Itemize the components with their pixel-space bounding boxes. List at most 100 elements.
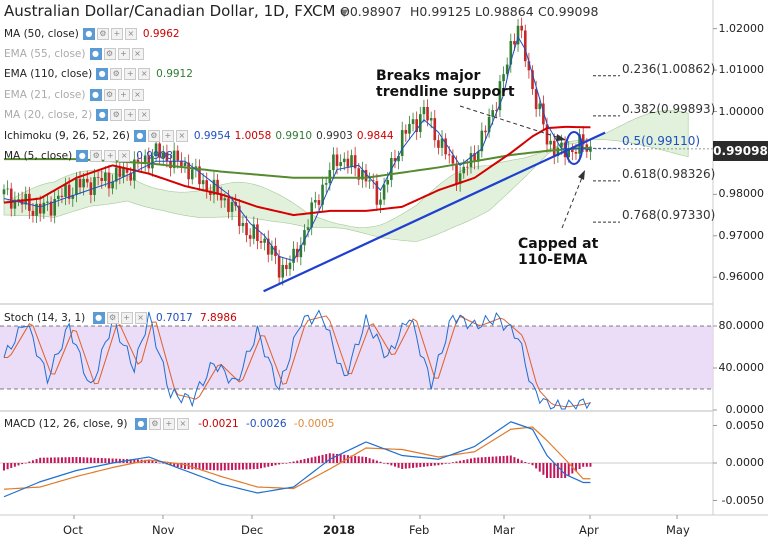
macd-histogram-bar xyxy=(71,457,74,463)
indicator-controls[interactable]: ● ⚙ + × xyxy=(96,68,152,80)
candle-body xyxy=(513,41,516,45)
macd-histogram-bar xyxy=(412,463,415,468)
eye-icon[interactable]: ● xyxy=(96,68,109,80)
gear-icon[interactable]: ⚙ xyxy=(103,89,116,101)
gear-icon[interactable]: ⚙ xyxy=(96,28,109,40)
candle-body xyxy=(67,184,71,199)
candle-body xyxy=(165,152,169,162)
close-icon[interactable]: × xyxy=(131,48,144,60)
candle-body xyxy=(408,123,411,134)
macd-histogram-bar xyxy=(299,459,302,463)
gear-icon[interactable]: ⚙ xyxy=(103,48,116,60)
eye-icon[interactable]: ● xyxy=(133,130,146,142)
gear-icon[interactable]: ⚙ xyxy=(148,418,161,430)
add-icon[interactable]: + xyxy=(161,130,174,142)
eye-icon[interactable]: ● xyxy=(96,109,109,121)
macd-histogram-bar xyxy=(556,463,559,478)
macd-histogram-bar xyxy=(433,463,436,466)
add-icon[interactable]: + xyxy=(162,418,175,430)
indicator-controls[interactable]: ● ⚙ + × xyxy=(96,109,152,121)
eye-icon[interactable]: ● xyxy=(134,418,147,430)
price-tick-label: 0.97000 xyxy=(718,228,765,242)
candle-body xyxy=(393,157,397,162)
candle-body xyxy=(314,200,317,203)
macd-histogram-bar xyxy=(582,463,585,467)
macd-histogram-bar xyxy=(270,463,273,466)
indicator-controls[interactable]: ● ⚙ + × xyxy=(89,48,146,60)
chevron-down-icon[interactable]: ▼ xyxy=(340,8,348,19)
indicator-controls[interactable]: ● ⚙ + × xyxy=(76,150,132,162)
macd-histogram-bar xyxy=(278,463,281,465)
macd-tick-label: -0.0050 xyxy=(721,493,764,507)
eye-icon[interactable]: ● xyxy=(89,89,102,101)
close-icon[interactable]: × xyxy=(176,418,189,430)
close-icon[interactable]: × xyxy=(175,130,188,142)
close-icon[interactable]: × xyxy=(138,68,151,80)
gear-icon[interactable]: ⚙ xyxy=(110,109,123,121)
price-tick-label: 1.01000 xyxy=(718,63,765,77)
gear-icon[interactable]: ⚙ xyxy=(110,68,123,80)
indicator-value: 0.9903 xyxy=(316,130,353,142)
add-icon[interactable]: + xyxy=(117,48,130,60)
candle-body xyxy=(190,169,194,180)
macd-controls[interactable]: ● ⚙ + × xyxy=(134,418,191,430)
macd-histogram-bar xyxy=(549,463,552,478)
add-icon[interactable]: + xyxy=(110,28,123,40)
candle-body xyxy=(60,195,64,197)
macd-histogram-bar xyxy=(285,463,288,464)
add-icon[interactable]: + xyxy=(117,89,130,101)
macd-tick-label: 0.0050 xyxy=(725,418,765,432)
stoch-controls[interactable]: ● ⚙ + × xyxy=(92,312,149,324)
gear-icon[interactable]: ⚙ xyxy=(90,150,103,162)
macd-histogram-bar xyxy=(111,458,114,463)
candle-body xyxy=(516,25,520,45)
indicator-value: 0.9962 xyxy=(142,28,180,40)
add-icon[interactable]: + xyxy=(104,150,117,162)
macd-histogram-bar xyxy=(375,460,378,463)
macd-histogram-bar xyxy=(368,458,371,463)
close-icon[interactable]: × xyxy=(118,150,131,162)
gear-icon[interactable]: ⚙ xyxy=(106,312,119,324)
macd-histogram-bar xyxy=(480,457,483,463)
candle-body xyxy=(473,153,476,162)
stoch-tick-label: 80.0000 xyxy=(718,319,765,332)
add-icon[interactable]: + xyxy=(120,312,133,324)
eye-icon[interactable]: ● xyxy=(92,312,105,324)
eye-icon[interactable]: ● xyxy=(82,28,95,40)
close-icon[interactable]: × xyxy=(134,312,147,324)
candle-body xyxy=(31,210,35,216)
eye-icon[interactable]: ● xyxy=(76,150,89,162)
candle-body xyxy=(13,199,17,209)
macd-histogram-bar xyxy=(469,458,472,463)
price-tick-label: 1.02000 xyxy=(718,21,765,35)
gear-icon[interactable]: ⚙ xyxy=(147,130,160,142)
eye-icon[interactable]: ● xyxy=(89,48,102,60)
candle-body xyxy=(93,177,96,195)
macd-histogram-bar xyxy=(86,457,89,463)
add-icon[interactable]: + xyxy=(124,109,137,121)
macd-histogram-bar xyxy=(336,454,339,463)
candle-body xyxy=(350,155,353,167)
candle-body xyxy=(328,170,332,184)
close-icon[interactable]: × xyxy=(138,109,151,121)
indicator-controls[interactable]: ● ⚙ + × xyxy=(82,28,139,40)
candle-body xyxy=(118,167,122,177)
indicator-controls[interactable]: ● ⚙ + × xyxy=(133,130,190,142)
indicator-controls[interactable]: ● ⚙ + × xyxy=(89,89,146,101)
candle-body xyxy=(523,30,527,62)
macd-histogram-bar xyxy=(401,463,404,469)
macd-histogram-bar xyxy=(75,457,78,463)
candle-body xyxy=(571,149,574,152)
annotation-capped-ema: Capped at 110-EMA xyxy=(518,236,598,268)
ma50-line xyxy=(3,125,591,217)
close-icon[interactable]: × xyxy=(124,28,137,40)
macd-histogram-bar xyxy=(57,457,60,463)
annotation-breaks-trendline: Breaks major trendline support xyxy=(376,68,515,100)
indicator-value: 0.9908 xyxy=(136,150,173,162)
ohlc-close: C0.99098 xyxy=(538,4,599,19)
candle-body xyxy=(335,154,339,167)
add-icon[interactable]: + xyxy=(124,68,137,80)
close-icon[interactable]: × xyxy=(131,89,144,101)
indicator-value: 0.9844 xyxy=(356,130,394,142)
